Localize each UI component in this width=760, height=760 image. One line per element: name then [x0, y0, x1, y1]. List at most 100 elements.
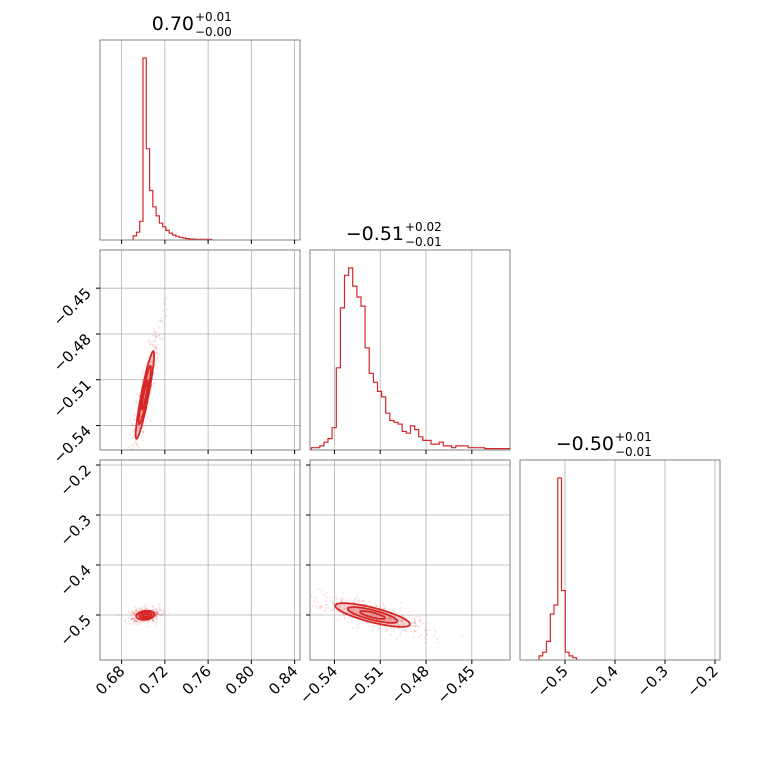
- sample-point: [150, 359, 153, 362]
- sample-point: [320, 606, 323, 609]
- sample-point: [402, 624, 405, 627]
- sample-point: [155, 331, 157, 334]
- sample-point: [147, 339, 150, 342]
- sample-point: [461, 635, 464, 638]
- sample-point: [411, 617, 414, 620]
- sample-point: [157, 325, 159, 328]
- sample-point: [390, 627, 392, 630]
- sample-point: [137, 607, 140, 610]
- sample-point: [414, 621, 417, 624]
- sample-point: [148, 404, 151, 406]
- sample-point: [357, 627, 360, 629]
- sample-point: [140, 621, 143, 624]
- sample-point: [366, 622, 369, 625]
- sample-point: [151, 605, 154, 608]
- sample-point: [131, 424, 134, 427]
- sample-point: [346, 604, 349, 607]
- sample-point: [356, 595, 359, 598]
- sample-point: [375, 604, 378, 607]
- sample-point: [382, 603, 385, 605]
- sample-point: [145, 364, 148, 367]
- sample-point: [425, 633, 428, 636]
- sample-point: [127, 446, 130, 449]
- sample-point: [424, 629, 426, 632]
- sample-point: [129, 612, 132, 614]
- sample-point: [421, 622, 424, 625]
- sample-point: [358, 599, 361, 602]
- sample-point: [391, 611, 394, 613]
- title-lower-error: −0.01: [615, 445, 652, 459]
- sample-point: [117, 614, 120, 617]
- sample-point: [141, 372, 144, 375]
- sample-point: [143, 605, 146, 608]
- sample-point: [167, 609, 169, 611]
- sample-point: [410, 620, 413, 623]
- x-tick-label: −0.2: [683, 662, 721, 700]
- sample-point: [423, 641, 426, 644]
- histogram-step-line: [310, 267, 510, 450]
- sample-point: [338, 611, 341, 614]
- sample-point: [159, 614, 162, 617]
- sample-point: [153, 330, 155, 333]
- sample-point: [156, 367, 159, 370]
- sample-point: [340, 600, 343, 603]
- sample-point: [151, 608, 154, 611]
- sample-point: [312, 604, 315, 607]
- sample-point: [155, 346, 158, 349]
- sample-point: [151, 340, 154, 343]
- sample-point: [130, 618, 133, 621]
- sample-point: [319, 604, 322, 607]
- sample-point: [326, 603, 329, 606]
- sample-point: [374, 624, 377, 627]
- sample-point: [133, 619, 136, 622]
- sample-point: [132, 612, 135, 615]
- sample-point: [374, 602, 377, 605]
- sample-point: [400, 618, 403, 621]
- sample-point: [144, 620, 147, 623]
- sample-point: [319, 607, 322, 609]
- title-value: −0.51: [346, 223, 404, 245]
- sample-point: [353, 609, 356, 612]
- sample-point: [428, 629, 431, 632]
- panel-frame: [309, 249, 511, 451]
- parameter-title-2: −0.51 +0.02−0.01: [346, 220, 442, 249]
- sample-point: [382, 604, 385, 607]
- sample-point: [154, 340, 157, 343]
- sample-point: [129, 445, 132, 448]
- sample-point: [154, 348, 157, 351]
- histogram-step-line: [538, 477, 578, 660]
- sample-point: [340, 598, 343, 601]
- sample-point: [146, 607, 149, 609]
- x-tick-label: −0.48: [388, 662, 433, 707]
- sample-point: [413, 629, 416, 632]
- sample-point: [158, 609, 161, 612]
- sample-point: [133, 609, 136, 612]
- sample-point: [151, 355, 154, 358]
- sample-point: [155, 348, 158, 351]
- sample-point: [394, 609, 396, 611]
- sample-point: [136, 619, 139, 622]
- sample-point: [413, 630, 416, 633]
- sample-point: [151, 343, 154, 346]
- sample-point: [409, 629, 412, 632]
- sample-point: [130, 615, 133, 617]
- panel-frame: [99, 39, 301, 241]
- sample-point: [342, 598, 345, 601]
- sample-point: [339, 605, 342, 608]
- sample-point: [134, 418, 137, 421]
- sample-point: [399, 606, 402, 609]
- title-lower-error: −0.01: [405, 235, 442, 249]
- title-lower-error: −0.00: [195, 25, 232, 39]
- sample-point: [413, 622, 416, 624]
- sample-point: [128, 615, 131, 618]
- sample-point: [152, 344, 155, 347]
- sample-point: [135, 610, 138, 612]
- sample-point: [136, 402, 139, 405]
- sample-point: [154, 344, 157, 347]
- sample-point: [155, 610, 158, 613]
- sample-point: [325, 610, 328, 613]
- sample-point: [413, 619, 416, 622]
- density-layer: [117, 603, 171, 628]
- sample-point: [402, 622, 405, 625]
- sample-point: [156, 612, 159, 615]
